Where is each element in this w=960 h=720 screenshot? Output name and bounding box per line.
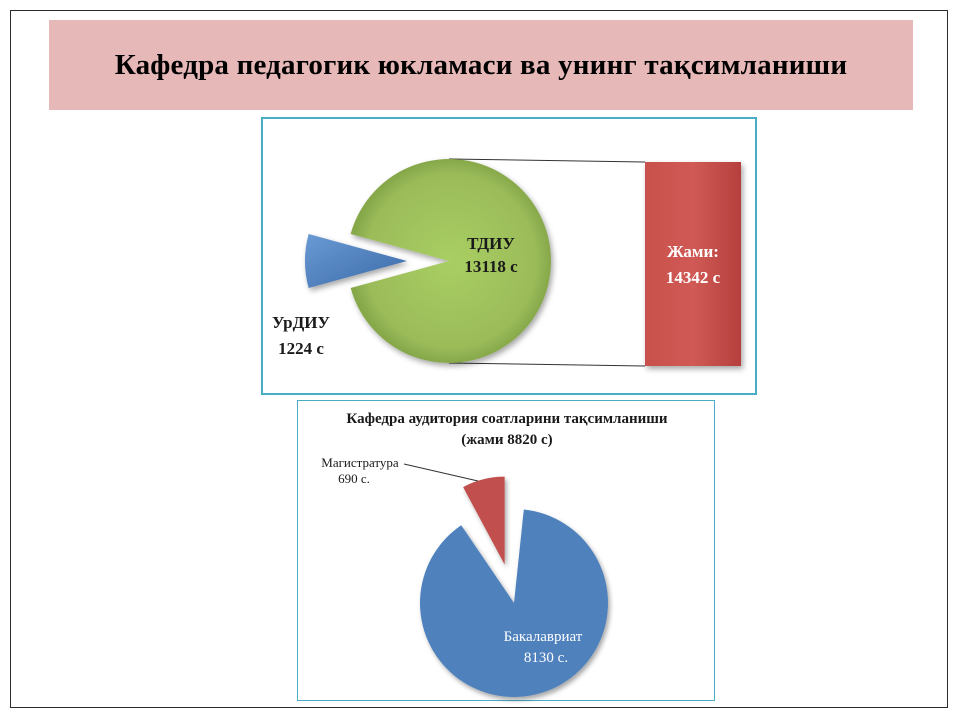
total-bar bbox=[645, 162, 741, 366]
leader-line-magistratura bbox=[403, 463, 479, 482]
title-banner: Кафедра педагогик юкламаси ва унинг тақс… bbox=[49, 20, 913, 110]
label-tdiu-name: ТДИУ bbox=[467, 234, 515, 253]
pie-slice-tdiu bbox=[350, 159, 551, 363]
chart-1-svg: ТДИУ 13118 с УрДИУ 1224 с Жами: 14342 с bbox=[272, 158, 741, 367]
connector-line-top bbox=[448, 158, 646, 163]
label-urdiu-value: 1224 с bbox=[278, 339, 324, 358]
chart-2-svg: Кафедра аудитория соатларини тақсимланиш… bbox=[321, 411, 668, 697]
label-magistratura-value: 690 с. bbox=[338, 471, 370, 486]
label-tdiu-value: 13118 с bbox=[464, 257, 518, 276]
pie-slice-bakalavriat bbox=[420, 509, 609, 697]
chart-2-title: Кафедра аудитория соатларини тақсимланиш… bbox=[346, 411, 668, 427]
chart-2-subtitle: (жами 8820 с) bbox=[461, 432, 552, 448]
label-urdiu-name: УрДИУ bbox=[272, 313, 330, 332]
label-total-name: Жами: bbox=[667, 242, 719, 261]
pie-slice-magistratura bbox=[463, 476, 505, 565]
label-bakalavriat-value: 8130 с. bbox=[524, 650, 568, 666]
label-magistratura-name: Магистратура bbox=[321, 455, 399, 470]
connector-line-bottom bbox=[448, 362, 646, 367]
slide-title: Кафедра педагогик юкламаси ва унинг тақс… bbox=[114, 48, 848, 81]
chart-workload-distribution: ТДИУ 13118 с УрДИУ 1224 с Жами: 14342 с bbox=[261, 117, 757, 395]
pie-slice-urdiu bbox=[304, 233, 407, 289]
label-total-value: 14342 с bbox=[666, 268, 721, 287]
slide-frame bbox=[10, 10, 948, 708]
label-bakalavriat-name: Бакалавриат bbox=[504, 629, 583, 645]
chart-auditorium-hours: Кафедра аудитория соатларини тақсимланиш… bbox=[297, 400, 715, 701]
